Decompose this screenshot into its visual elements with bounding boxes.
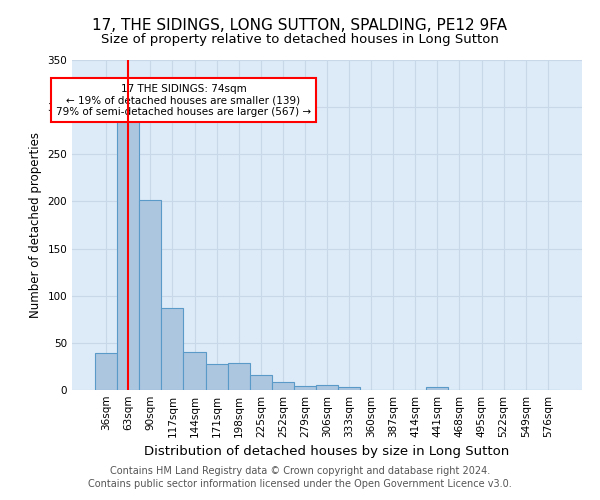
Bar xyxy=(227,362,250,390)
Bar xyxy=(427,387,448,390)
Bar xyxy=(338,387,360,390)
Bar xyxy=(272,382,294,390)
Y-axis label: Number of detached properties: Number of detached properties xyxy=(29,132,42,318)
Text: Size of property relative to detached houses in Long Sutton: Size of property relative to detached ho… xyxy=(101,32,499,46)
Bar xyxy=(139,200,161,390)
Bar xyxy=(161,308,184,390)
Text: 17, THE SIDINGS, LONG SUTTON, SPALDING, PE12 9FA: 17, THE SIDINGS, LONG SUTTON, SPALDING, … xyxy=(92,18,508,32)
Bar xyxy=(117,116,139,390)
Text: 17 THE SIDINGS: 74sqm
← 19% of detached houses are smaller (139)
79% of semi-det: 17 THE SIDINGS: 74sqm ← 19% of detached … xyxy=(56,84,311,117)
X-axis label: Distribution of detached houses by size in Long Sutton: Distribution of detached houses by size … xyxy=(145,446,509,458)
Bar xyxy=(294,386,316,390)
Text: Contains public sector information licensed under the Open Government Licence v3: Contains public sector information licen… xyxy=(88,479,512,489)
Bar xyxy=(95,353,117,390)
Bar xyxy=(316,386,338,390)
Bar xyxy=(250,375,272,390)
Text: Contains HM Land Registry data © Crown copyright and database right 2024.: Contains HM Land Registry data © Crown c… xyxy=(110,466,490,476)
Bar xyxy=(184,352,206,390)
Bar xyxy=(206,364,227,390)
